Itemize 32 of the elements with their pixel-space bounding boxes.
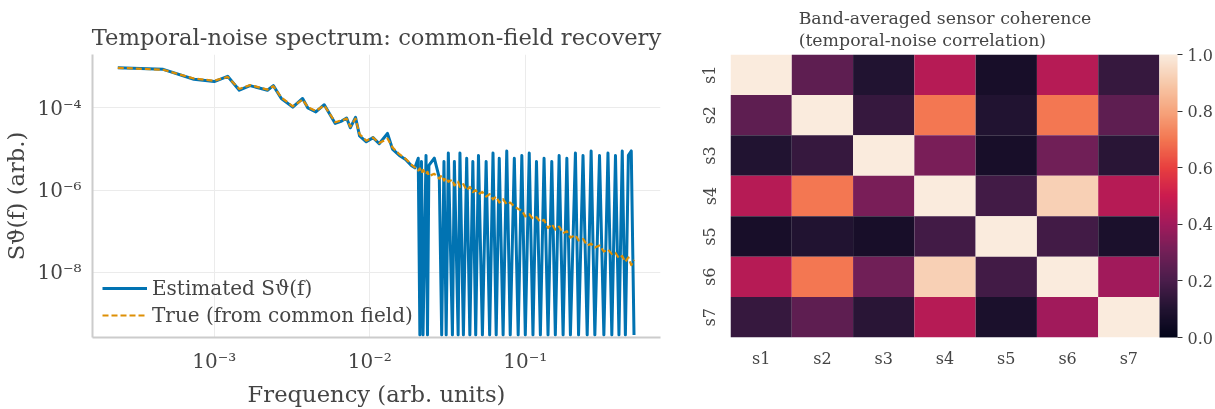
x-axis-title: Frequency (arb. units) bbox=[247, 380, 506, 407]
x-tick-label: s3 bbox=[874, 348, 893, 368]
y-tick-label: s3 bbox=[700, 146, 720, 165]
x-tick-label: s6 bbox=[1058, 348, 1077, 368]
y-axis-title: Sϑ(f) (arb.) bbox=[3, 131, 30, 261]
x-tick-label: 10⁻³ bbox=[192, 348, 237, 373]
chart-title: Temporal-noise spectrum: common-field recovery bbox=[91, 23, 662, 50]
x-tick-label: s5 bbox=[997, 348, 1016, 368]
y-tick-label: s7 bbox=[700, 308, 720, 327]
color-bar-label: 0.0 bbox=[1187, 328, 1213, 348]
x-tick-label: s7 bbox=[1119, 348, 1139, 368]
y-tick-label: s5 bbox=[700, 227, 720, 246]
y-tick-label: s4 bbox=[700, 186, 720, 206]
legend-label: True (from common field) bbox=[152, 303, 413, 327]
y-tick-label: 10⁻⁶ bbox=[37, 178, 82, 203]
color-bar-label: 0.8 bbox=[1187, 102, 1213, 122]
x-tick-label: s1 bbox=[751, 348, 771, 368]
y-tick-label: s2 bbox=[700, 105, 720, 125]
x-tick-label: 10⁻² bbox=[347, 348, 392, 373]
x-tick-label: s2 bbox=[813, 348, 832, 368]
color-bar-label: 0.4 bbox=[1187, 215, 1213, 235]
y-tick-label: 10⁻⁸ bbox=[37, 260, 82, 285]
y-tick-label: s6 bbox=[700, 267, 720, 287]
y-tick-label: 10⁻⁴ bbox=[37, 95, 82, 120]
x-tick-label: 10⁻¹ bbox=[503, 348, 548, 373]
chart-title: Band-averaged sensor coherence (temporal-noise correlation) bbox=[798, 7, 1092, 50]
color-bar-label: 1.0 bbox=[1187, 45, 1213, 65]
color-bar-label: 0.6 bbox=[1187, 158, 1213, 178]
x-tick-label: s4 bbox=[935, 348, 955, 368]
legend-label: Estimated Sϑ(f) bbox=[152, 276, 313, 300]
color-bar-label: 0.2 bbox=[1187, 271, 1213, 291]
y-tick-label: s1 bbox=[700, 65, 720, 84]
